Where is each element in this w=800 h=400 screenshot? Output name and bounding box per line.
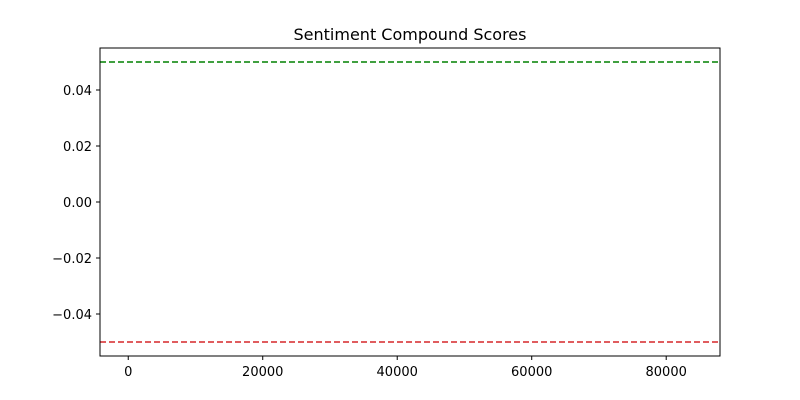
chart-title: Sentiment Compound Scores — [294, 25, 527, 44]
y-tick-label: −0.02 — [52, 252, 92, 267]
y-axis: 0.04 0.02 0.00 −0.02 −0.04 — [52, 84, 100, 323]
y-tick-label: −0.04 — [52, 308, 92, 323]
plot-frame — [99, 47, 721, 357]
x-tick-label: 40000 — [377, 365, 418, 380]
y-tick-label: 0.02 — [63, 140, 92, 155]
x-tick-label: 60000 — [511, 365, 552, 380]
y-tick-label: 0.00 — [63, 196, 92, 211]
x-tick-label: 20000 — [242, 365, 283, 380]
x-tick-label: 0 — [124, 365, 132, 380]
y-tick-label: 0.04 — [63, 84, 92, 99]
x-tick-label: 80000 — [646, 365, 687, 380]
threshold-lines — [100, 61, 720, 343]
x-axis: 0 20000 40000 60000 80000 — [124, 356, 687, 380]
